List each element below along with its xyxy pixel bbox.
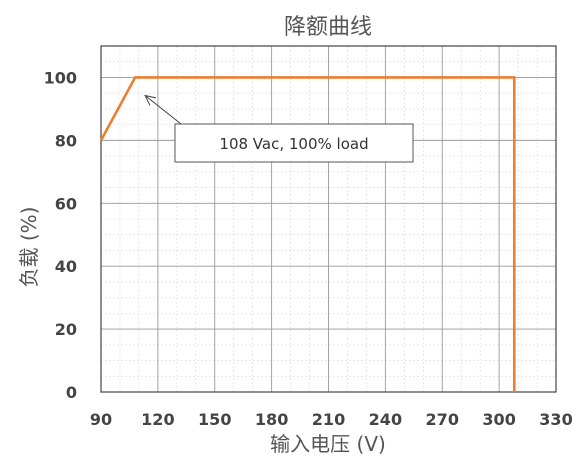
annotation-leader: [144, 95, 182, 125]
y-tick-label: 80: [55, 131, 77, 150]
y-tick-label: 0: [66, 383, 77, 402]
x-tick-label: 210: [312, 410, 345, 429]
x-tick-label: 150: [198, 410, 231, 429]
x-axis-label: 输入电压 (V): [270, 432, 386, 456]
x-tick-label: 120: [141, 410, 174, 429]
x-tick-labels: 90 120 150 180 210 240 270 300 330: [90, 410, 573, 429]
series-layer: [99, 76, 516, 392]
y-tick-label: 40: [55, 257, 77, 276]
annotation-layer: 108 Vac, 100% load: [144, 94, 414, 163]
derating-curve: [99, 76, 516, 392]
annotation-arrowhead: [144, 94, 156, 106]
x-tick-label: 300: [482, 410, 515, 429]
x-tick-label: 180: [255, 410, 288, 429]
x-tick-label: 240: [369, 410, 402, 429]
x-tick-label: 330: [539, 410, 572, 429]
y-tick-label: 100: [44, 68, 77, 87]
y-tick-labels: 0 20 40 60 80 100: [44, 68, 77, 402]
x-tick-label: 270: [426, 410, 459, 429]
plot-frame: [100, 45, 557, 393]
y-axis-label: 负载 (%): [17, 207, 41, 288]
chart-title: 降额曲线: [284, 15, 372, 40]
y-tick-label: 60: [55, 194, 77, 213]
annotation-text: 108 Vac, 100% load: [219, 135, 368, 153]
annotation-box: [174, 123, 414, 163]
y-tick-label: 20: [55, 320, 77, 339]
x-tick-label: 90: [90, 410, 112, 429]
